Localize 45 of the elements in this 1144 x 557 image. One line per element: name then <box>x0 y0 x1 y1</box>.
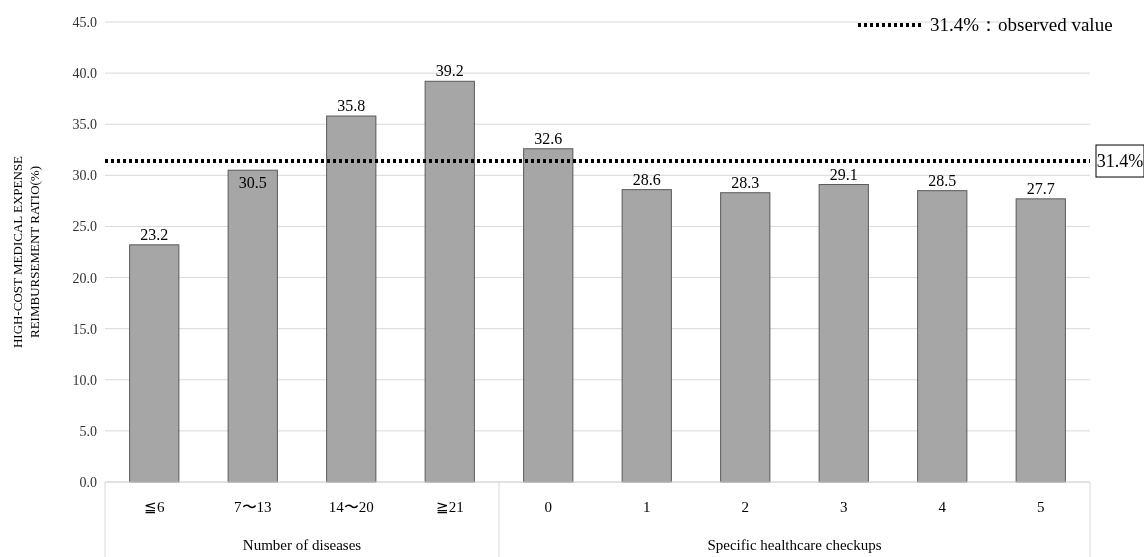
bar <box>129 244 180 483</box>
x-tick-label: 2 <box>741 499 749 515</box>
x-tick-label: 3 <box>840 499 848 515</box>
x-tick-label: ≧21 <box>435 499 464 515</box>
data-label: 39.2 <box>435 62 464 80</box>
y-tick-label: 5.0 <box>79 423 97 439</box>
y-axis-title: HIGH-COST MEDICAL EXPENSE REIMBURSEMENT RATIO(%) <box>10 155 42 349</box>
bar <box>227 169 278 483</box>
x-tick-label: ≦6 <box>144 499 165 515</box>
text: Specific healthcare checkups <box>707 537 882 553</box>
ref-line-label: 31.4% <box>1096 151 1144 172</box>
y-tick-label: 30.0 <box>72 168 97 184</box>
data-label: 28.6 <box>632 170 661 188</box>
data-label: 28.5 <box>928 171 957 189</box>
bar <box>720 192 771 483</box>
data-label: 29.1 <box>829 165 858 183</box>
bar <box>523 148 574 483</box>
y-tick-label: 15.0 <box>72 321 97 337</box>
text: Number of diseases <box>242 537 362 553</box>
bar <box>917 190 968 483</box>
x-tick-label: 1 <box>643 499 651 515</box>
bar <box>621 189 672 483</box>
data-label: 27.7 <box>1026 179 1055 197</box>
y-tick-label: 40.0 <box>72 66 97 82</box>
x-tick-label: 14〜20 <box>328 499 374 515</box>
data-label: 32.6 <box>534 129 563 147</box>
x-tick-label: 7〜13 <box>234 499 272 515</box>
x-tick-label: 5 <box>1037 499 1045 515</box>
bar <box>1015 198 1066 483</box>
y-tick-label: 20.0 <box>72 270 97 286</box>
bar <box>326 115 377 483</box>
bar <box>424 80 475 483</box>
x-tick-label: 4 <box>938 499 947 515</box>
y-tick-label: 25.0 <box>72 219 97 235</box>
data-label: 35.8 <box>337 97 366 115</box>
data-label: 23.2 <box>140 225 169 243</box>
y-tick-label: 10.0 <box>72 372 97 388</box>
data-label: 30.5 <box>238 174 267 192</box>
x-tick-label: 0 <box>544 499 552 515</box>
data-label: 28.3 <box>731 173 760 191</box>
y-tick-label: 35.0 <box>72 117 97 133</box>
y-tick-label: 0.0 <box>79 475 97 490</box>
annotation: 31.4%：observed value <box>930 14 1113 35</box>
bar <box>818 184 869 483</box>
y-tick-label: 45.0 <box>72 15 97 30</box>
